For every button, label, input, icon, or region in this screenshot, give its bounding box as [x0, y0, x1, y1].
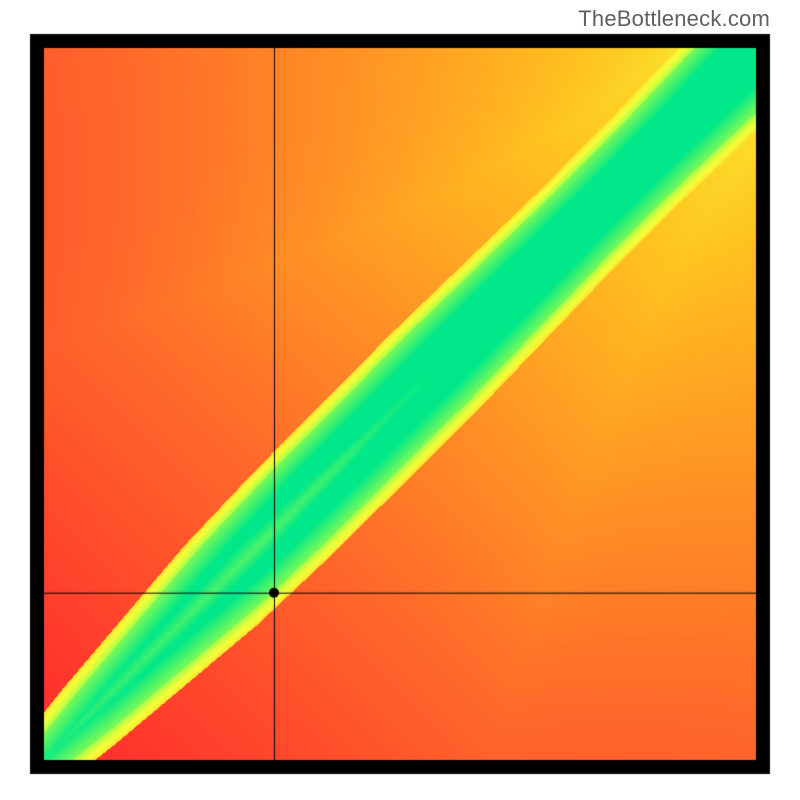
bottleneck-heatmap-canvas [0, 0, 800, 800]
figure-container: TheBottleneck.com [0, 0, 800, 800]
watermark-text: TheBottleneck.com [578, 6, 770, 32]
